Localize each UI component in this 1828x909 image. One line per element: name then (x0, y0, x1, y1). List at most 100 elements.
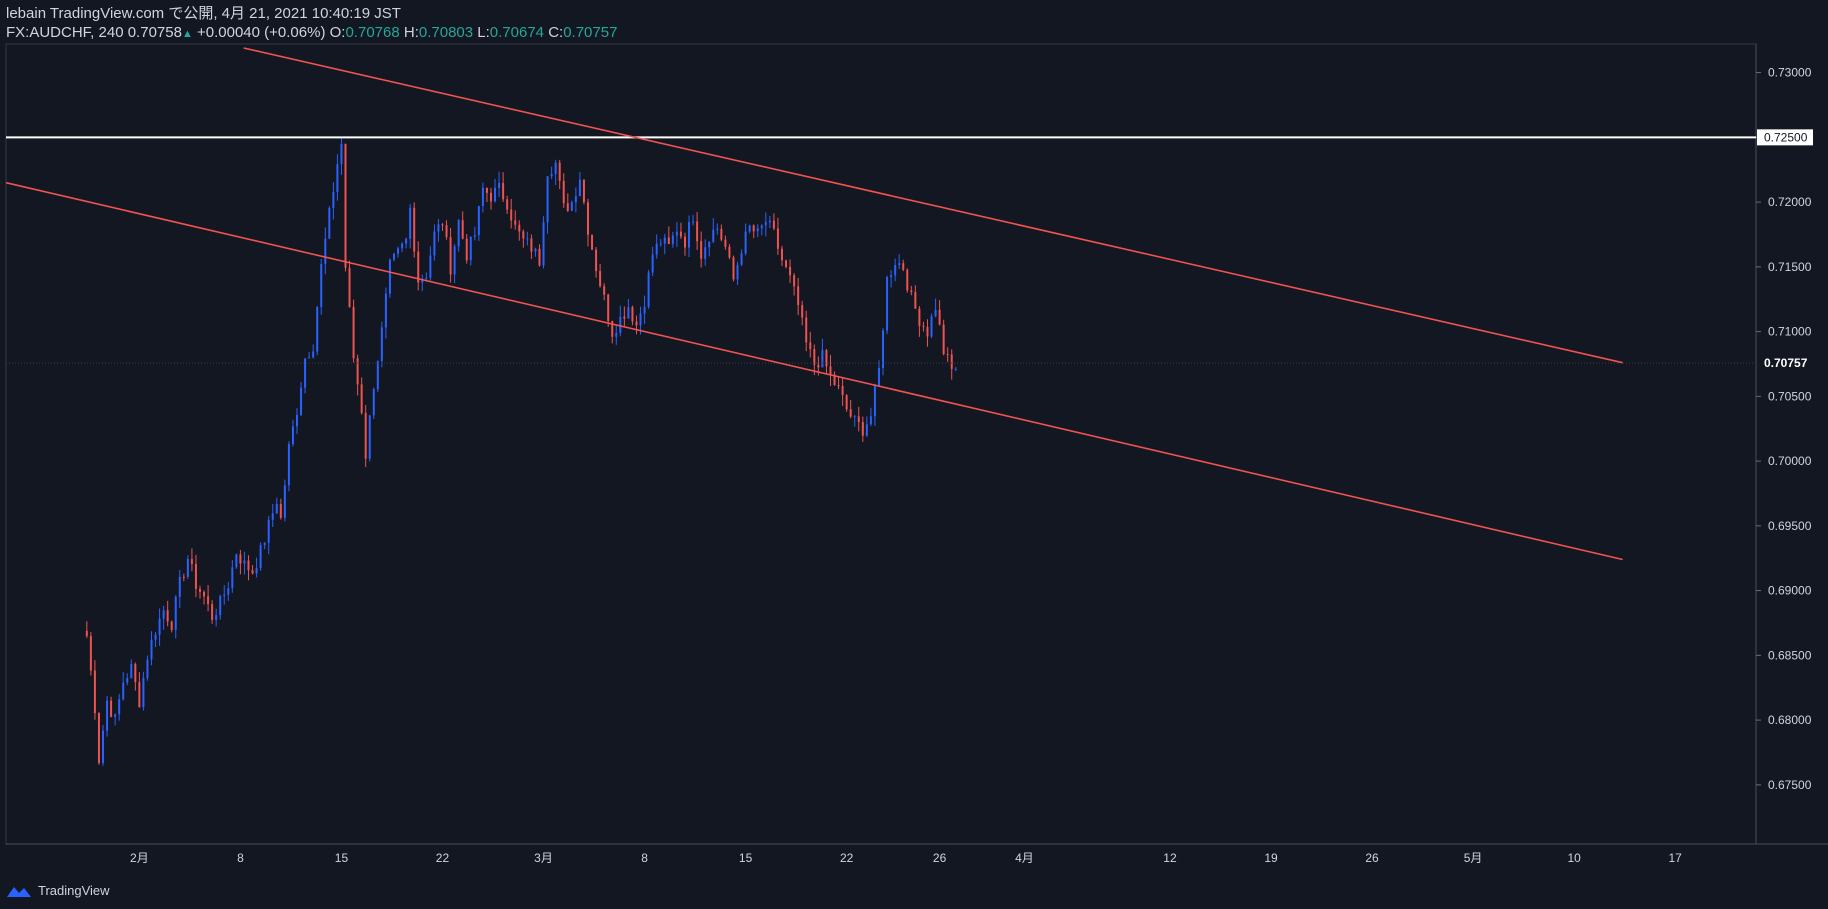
candle-body (417, 251, 420, 283)
candle-body (720, 228, 723, 240)
tradingview-logo-icon (7, 886, 31, 897)
candle-body (364, 412, 367, 459)
candle-body (910, 290, 913, 293)
candle-body (732, 257, 735, 280)
candle-body (829, 366, 832, 375)
candle-body (776, 228, 779, 249)
candle-body (356, 358, 359, 385)
candle-body (825, 350, 828, 367)
candle-body (809, 342, 812, 350)
candle-body (316, 307, 319, 352)
candle-body (696, 221, 699, 242)
change-value: +0.00040 (+0.06%) (197, 24, 326, 41)
candle-body (368, 415, 371, 459)
candle-body (607, 294, 610, 322)
candle-body (675, 231, 678, 236)
publish-info: lebain TradingView.com で公開, 4月 21, 2021 … (6, 5, 401, 22)
candle-body (485, 187, 488, 193)
candle-body (663, 237, 666, 244)
candle-body (502, 182, 505, 200)
candle-body (89, 636, 92, 671)
candle-body (518, 224, 521, 232)
close-label: C: (548, 24, 564, 41)
candle-body (223, 594, 226, 597)
candle-body (150, 639, 153, 660)
candle-body (550, 173, 553, 177)
candle-body (392, 253, 395, 260)
candle-body (97, 713, 100, 763)
y-tick-label-6: 0.70000 (1768, 454, 1812, 468)
candle-body (251, 570, 254, 574)
candle-body (586, 202, 589, 235)
candle-body (873, 385, 876, 417)
candle-body (514, 220, 517, 225)
low-label: L: (477, 24, 490, 41)
candle-body (457, 220, 460, 247)
candle-body (340, 143, 343, 165)
candle-body (360, 384, 363, 413)
candle-body (437, 224, 440, 232)
candle-body (926, 326, 929, 337)
candle-body (469, 236, 472, 261)
last-price-label: 0.70757 (1764, 356, 1808, 370)
candle-body (934, 309, 937, 317)
candle-body (922, 325, 925, 327)
candle-body (894, 265, 897, 276)
candle-body (659, 243, 662, 245)
y-tick-label-10: 0.68000 (1768, 713, 1812, 727)
candle-body (126, 678, 129, 683)
candle-body (562, 180, 565, 204)
candle-body (384, 293, 387, 328)
candle-body (906, 269, 909, 291)
candle-body (635, 321, 638, 326)
candle-body (853, 416, 856, 418)
candle-body (118, 699, 121, 715)
candle-body (950, 354, 953, 369)
upper-channel-line (243, 47, 1623, 364)
candle-body (239, 554, 242, 564)
candle-body (304, 358, 307, 388)
candle-body (287, 444, 290, 486)
candle-body (279, 504, 282, 518)
candle-body (683, 236, 686, 248)
candle-body (748, 225, 751, 232)
last-price: 0.70758 (127, 24, 182, 41)
candle-body (114, 714, 117, 717)
high-value: 0.70803 (418, 24, 474, 41)
candle-body (882, 330, 885, 368)
candle-body (295, 414, 298, 427)
candle-body (405, 238, 408, 244)
candle-body (591, 234, 594, 250)
candle-body (215, 615, 218, 620)
x-tick-label-11: 19 (1264, 851, 1278, 865)
tradingview-brand[interactable]: TradingView (6, 883, 110, 898)
candle-body (380, 327, 383, 362)
candle-body (639, 313, 642, 326)
x-tick-label-12: 26 (1365, 851, 1379, 865)
x-tick-label-3: 22 (436, 851, 450, 865)
candle-body (797, 286, 800, 305)
y-tick-label-9: 0.68500 (1768, 648, 1812, 662)
candle-body (106, 700, 109, 731)
candle-body (526, 238, 529, 240)
candle-body (182, 576, 185, 578)
candle-body (494, 187, 497, 202)
y-tick-label-8: 0.69000 (1768, 584, 1812, 598)
candle-body (178, 576, 181, 597)
candle-body (861, 422, 864, 436)
high-label: H: (403, 24, 419, 41)
candle-body (433, 231, 436, 256)
candle-body (275, 504, 278, 514)
candle-body (170, 621, 173, 630)
candle-body (667, 237, 670, 245)
candle-body (708, 241, 711, 248)
candle-body (421, 278, 424, 283)
candle-body (231, 567, 234, 589)
candle-body (453, 246, 456, 275)
candle-body (134, 663, 137, 683)
candle-body (554, 162, 557, 174)
candle-body (85, 630, 88, 637)
candle-body (425, 277, 428, 279)
candle-body (158, 618, 161, 635)
